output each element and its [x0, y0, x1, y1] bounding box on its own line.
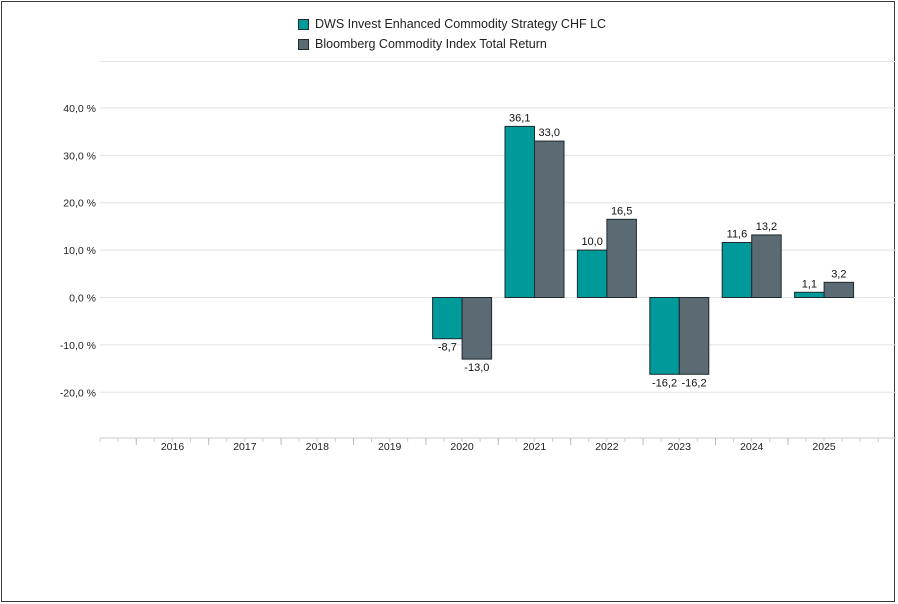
value-label-benchmark: 33,0: [539, 127, 560, 139]
y-tick-label: 40,0 %: [63, 103, 96, 115]
bar-fund: [794, 291, 825, 299]
bar-benchmark: [534, 140, 565, 298]
bar-benchmark: [606, 218, 637, 298]
x-tick-label: 2022: [595, 441, 619, 453]
x-tick-label: 2025: [812, 441, 836, 453]
bar-fund: [504, 125, 535, 298]
x-tick-label: 2018: [306, 441, 330, 453]
y-tick-label: 30,0 %: [63, 150, 96, 162]
x-tick-label: 2021: [523, 441, 547, 453]
bar-fund: [576, 249, 608, 299]
value-label-fund: 36,1: [509, 112, 530, 124]
x-tick-label: 2019: [378, 441, 402, 453]
y-tick-label: 0,0 %: [69, 293, 96, 305]
y-tick-label: 10,0 %: [63, 245, 96, 257]
y-tick-label: -20,0 %: [60, 387, 96, 399]
value-label-benchmark: 3,2: [831, 268, 846, 280]
bar-fund: [649, 297, 680, 375]
value-label-benchmark: -13,0: [464, 362, 489, 374]
value-label-fund: -16,2: [652, 377, 677, 389]
legend-item-benchmark[interactable]: Bloomberg Commodity Index Total Return: [298, 34, 606, 54]
bar-benchmark: [751, 234, 782, 299]
value-label-fund: 10,0: [581, 236, 602, 248]
legend-divider: [100, 61, 896, 62]
x-tick-label: 2024: [740, 441, 764, 453]
value-label-benchmark: 13,2: [756, 221, 777, 233]
bar-benchmark: [678, 297, 710, 375]
value-label-benchmark: 16,5: [611, 205, 632, 217]
bar-benchmark: [461, 297, 493, 360]
bar-fund: [432, 297, 463, 340]
x-tick-label: 2016: [161, 441, 185, 453]
value-label-fund: 1,1: [802, 278, 817, 290]
x-tick-label: 2017: [233, 441, 257, 453]
legend-swatch-benchmark: [298, 38, 309, 50]
y-tick-label: -10,0 %: [60, 340, 96, 352]
legend-item-fund[interactable]: DWS Invest Enhanced Commodity Strategy C…: [298, 14, 606, 34]
legend-label-fund: DWS Invest Enhanced Commodity Strategy C…: [315, 17, 607, 31]
chart-legend: DWS Invest Enhanced Commodity Strategy C…: [298, 14, 606, 54]
value-label-benchmark: -16,2: [682, 377, 707, 389]
legend-label-benchmark: Bloomberg Commodity Index Total Return: [315, 37, 547, 51]
value-label-fund: 11,6: [727, 229, 748, 241]
y-tick-label: 20,0 %: [63, 198, 96, 210]
x-tick-label: 2020: [450, 441, 474, 453]
bar-benchmark: [823, 281, 855, 299]
legend-swatch-fund: [298, 18, 309, 30]
value-label-fund: -8,7: [438, 342, 457, 354]
x-tick-label: 2023: [668, 441, 692, 453]
bar-fund: [721, 242, 753, 299]
